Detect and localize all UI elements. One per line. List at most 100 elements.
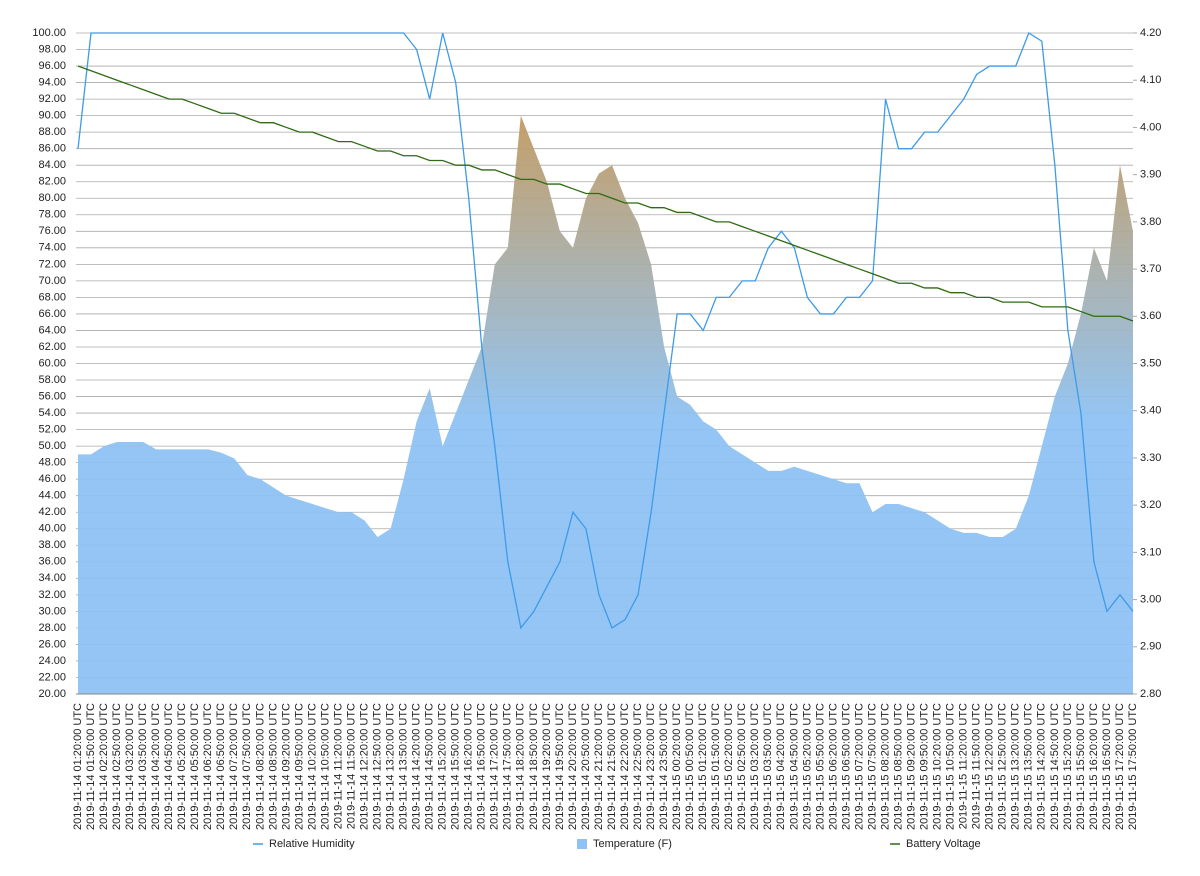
y-tick-label: 58.00 (38, 374, 66, 386)
y-tick-label: 72.00 (38, 258, 66, 270)
x-tick-label: 2019-11-15 05:50:00 UTC (814, 703, 826, 830)
x-tick-label: 2019-11-15 15:20:00 UTC (1062, 703, 1074, 830)
y-tick-label: 50.00 (38, 440, 66, 452)
y-tick-label: 62.00 (38, 341, 66, 353)
x-tick-label: 2019-11-14 07:50:00 UTC (241, 703, 253, 830)
x-tick-label: 2019-11-15 01:50:00 UTC (710, 703, 722, 830)
x-tick-label: 2019-11-14 14:20:00 UTC (411, 703, 423, 830)
y-tick-label: 24.00 (38, 655, 66, 667)
y-tick-label: 38.00 (38, 539, 66, 551)
y2-tick-label: 4.00 (1140, 121, 1161, 133)
x-tick-label: 2019-11-14 06:20:00 UTC (202, 703, 214, 830)
y2-tick-label: 3.70 (1140, 263, 1161, 275)
x-tick-label: 2019-11-14 11:20:00 UTC (332, 703, 344, 829)
y-tick-label: 74.00 (38, 242, 66, 254)
y2-tick-label: 3.60 (1140, 310, 1161, 322)
x-tick-label: 2019-11-15 07:20:00 UTC (853, 703, 865, 830)
y-tick-label: 82.00 (38, 176, 66, 188)
y2-tick-label: 2.80 (1140, 688, 1161, 700)
y-tick-label: 32.00 (38, 589, 66, 601)
y-tick-label: 68.00 (38, 291, 66, 303)
x-tick-label: 2019-11-15 13:20:00 UTC (1010, 703, 1022, 830)
x-tick-label: 2019-11-15 00:50:00 UTC (684, 703, 696, 830)
x-tick-label: 2019-11-14 12:50:00 UTC (371, 703, 383, 830)
x-tick-label: 2019-11-15 02:20:00 UTC (723, 703, 735, 830)
x-tick-label: 2019-11-14 09:20:00 UTC (280, 703, 292, 830)
x-tick-label: 2019-11-15 06:50:00 UTC (840, 703, 852, 830)
temperature-area (78, 115, 1133, 694)
x-tick-label: 2019-11-14 15:20:00 UTC (437, 703, 449, 830)
y-tick-label: 90.00 (38, 110, 66, 122)
y-tick-label: 96.00 (38, 60, 66, 72)
y-tick-label: 42.00 (38, 506, 66, 518)
x-tick-label: 2019-11-14 15:50:00 UTC (450, 703, 462, 830)
series-line (77, 32, 1134, 630)
x-tick-label: 2019-11-15 08:50:00 UTC (892, 703, 904, 830)
x-tick-label: 2019-11-14 07:20:00 UTC (228, 703, 240, 830)
y-tick-label: 36.00 (38, 556, 66, 568)
y-tick-label: 28.00 (38, 622, 66, 634)
y-tick-label: 94.00 (38, 76, 66, 88)
y2-tick-label: 2.90 (1140, 641, 1161, 653)
x-tick-label: 2019-11-14 14:50:00 UTC (424, 703, 436, 830)
y2-tick-label: 3.30 (1140, 452, 1161, 464)
y-tick-label: 64.00 (38, 324, 66, 336)
x-tick-label: 2019-11-14 17:50:00 UTC (502, 703, 514, 830)
x-tick-label: 2019-11-15 02:50:00 UTC (736, 703, 748, 830)
y2-tick-label: 3.00 (1140, 593, 1161, 605)
y-tick-label: 100.00 (32, 27, 66, 39)
x-tick-label: 2019-11-14 20:50:00 UTC (580, 703, 592, 830)
x-tick-label: 2019-11-14 22:50:00 UTC (632, 703, 644, 830)
y-tick-label: 84.00 (38, 159, 66, 171)
x-tick-label: 2019-11-14 10:20:00 UTC (306, 703, 318, 830)
x-tick-label: 2019-11-14 20:20:00 UTC (567, 703, 579, 830)
y-tick-label: 46.00 (38, 473, 66, 485)
y2-tick-label: 3.90 (1140, 169, 1161, 181)
x-tick-label: 2019-11-14 23:20:00 UTC (645, 703, 657, 830)
y-tick-label: 98.00 (38, 43, 66, 55)
x-tick-label: 2019-11-14 19:50:00 UTC (554, 703, 566, 830)
legend-label: Temperature (F) (593, 838, 672, 850)
x-tick-label: 2019-11-15 03:50:00 UTC (762, 703, 774, 830)
x-tick-label: 2019-11-15 16:50:00 UTC (1101, 703, 1113, 830)
x-tick-label: 2019-11-14 09:50:00 UTC (293, 703, 305, 830)
x-tick-label: 2019-11-15 07:50:00 UTC (866, 703, 878, 830)
x-tick-label: 2019-11-14 16:20:00 UTC (463, 703, 475, 830)
x-tick-label: 2019-11-14 23:50:00 UTC (658, 703, 670, 830)
y-tick-label: 78.00 (38, 209, 66, 221)
y-tick-label: 52.00 (38, 424, 66, 436)
x-tick-label: 2019-11-15 01:20:00 UTC (697, 703, 709, 830)
y-tick-label: 44.00 (38, 490, 66, 502)
x-tick-label: 2019-11-14 21:20:00 UTC (593, 703, 605, 830)
x-tick-label: 2019-11-14 13:20:00 UTC (384, 703, 396, 830)
x-tick-label: 2019-11-14 21:50:00 UTC (606, 703, 618, 830)
x-tick-label: 2019-11-15 17:50:00 UTC (1127, 703, 1139, 830)
x-tick-label: 2019-11-14 08:50:00 UTC (267, 703, 279, 830)
x-tick-label: 2019-11-15 17:20:00 UTC (1114, 703, 1126, 830)
y-tick-label: 34.00 (38, 572, 66, 584)
y-tick-label: 66.00 (38, 308, 66, 320)
x-tick-label: 2019-11-14 03:50:00 UTC (137, 703, 149, 830)
x-tick-label: 2019-11-15 06:20:00 UTC (827, 703, 839, 830)
x-tick-label: 2019-11-15 09:20:00 UTC (905, 703, 917, 830)
x-tick-label: 2019-11-14 19:20:00 UTC (541, 703, 553, 830)
y2-tick-label: 3.40 (1140, 405, 1161, 417)
y2-tick-label: 4.10 (1140, 74, 1161, 86)
x-tick-label: 2019-11-14 18:50:00 UTC (528, 703, 540, 830)
y-tick-label: 26.00 (38, 638, 66, 650)
x-tick-label: 2019-11-14 13:50:00 UTC (398, 703, 410, 830)
y-tick-label: 48.00 (38, 457, 66, 469)
y-tick-label: 20.00 (38, 688, 66, 700)
x-tick-label: 2019-11-15 10:50:00 UTC (945, 703, 957, 830)
y-tick-label: 92.00 (38, 93, 66, 105)
y-tick-label: 88.00 (38, 126, 66, 138)
series-line (77, 65, 1134, 322)
x-tick-label: 2019-11-15 08:20:00 UTC (879, 703, 891, 830)
y-tick-label: 80.00 (38, 192, 66, 204)
x-tick-label: 2019-11-14 17:20:00 UTC (489, 703, 501, 830)
x-tick-label: 2019-11-15 14:20:00 UTC (1036, 703, 1048, 830)
x-tick-label: 2019-11-15 12:50:00 UTC (997, 703, 1009, 830)
x-tick-label: 2019-11-14 22:20:00 UTC (619, 703, 631, 830)
x-tick-label: 2019-11-14 03:20:00 UTC (124, 703, 136, 830)
y2-tick-label: 3.50 (1140, 357, 1161, 369)
